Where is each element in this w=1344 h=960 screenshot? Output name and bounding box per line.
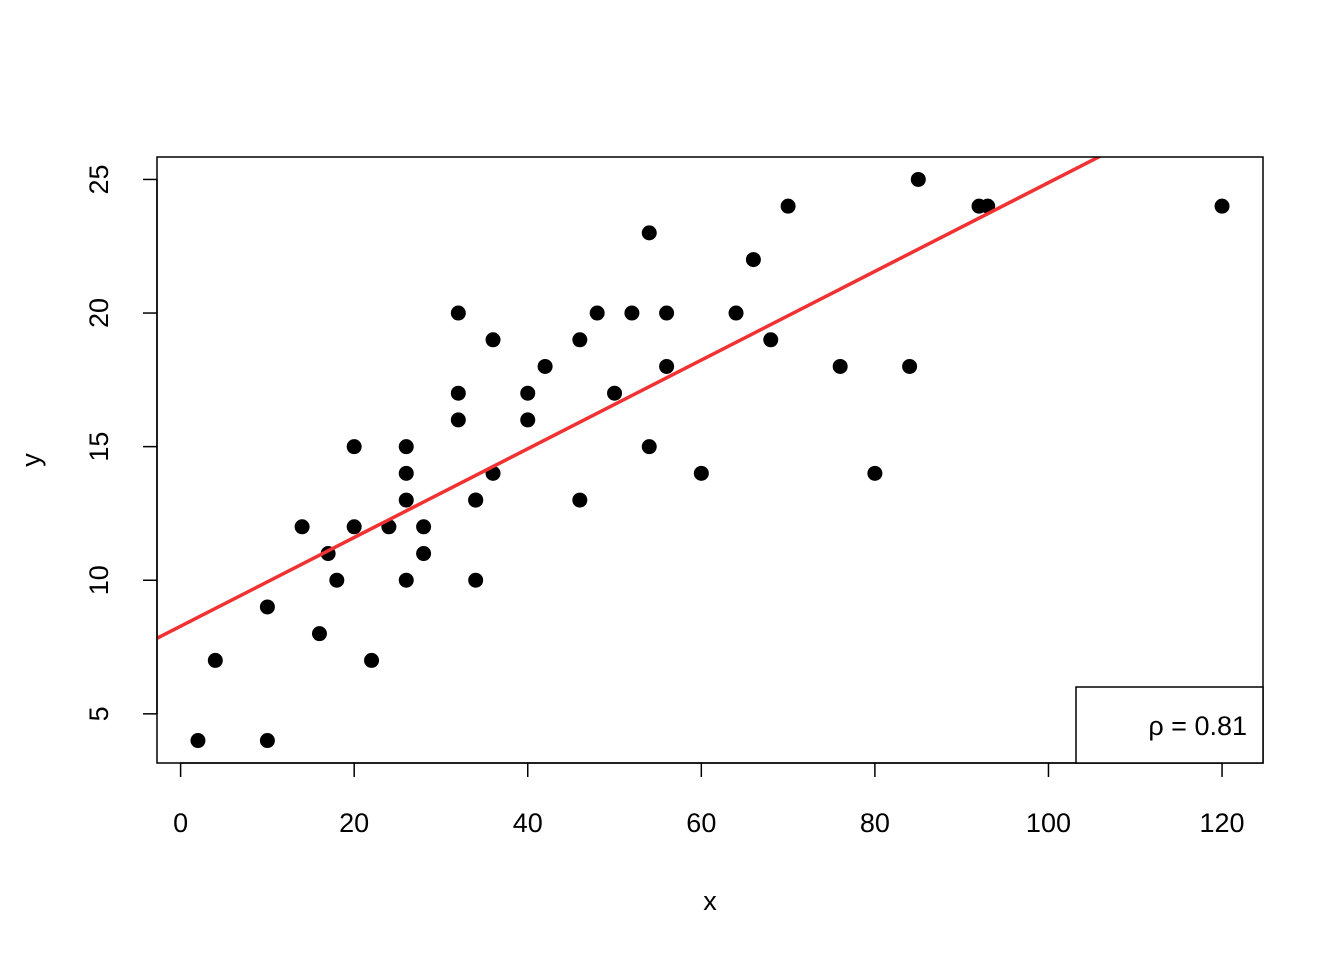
point bbox=[867, 465, 883, 481]
trend-line bbox=[157, 157, 1103, 640]
point bbox=[329, 572, 345, 588]
point bbox=[520, 385, 536, 401]
point bbox=[902, 358, 918, 374]
point bbox=[346, 439, 362, 455]
y-axis-label: y bbox=[16, 453, 46, 467]
x-tick-label: 80 bbox=[860, 808, 890, 838]
x-tick-label: 20 bbox=[339, 808, 369, 838]
point bbox=[450, 412, 466, 428]
point bbox=[259, 599, 275, 615]
point bbox=[641, 225, 657, 241]
point bbox=[910, 171, 926, 187]
x-tick-label: 60 bbox=[686, 808, 716, 838]
point bbox=[624, 305, 640, 321]
point bbox=[364, 652, 380, 668]
x-tick-label: 100 bbox=[1026, 808, 1071, 838]
point bbox=[311, 626, 327, 642]
point bbox=[450, 385, 466, 401]
point bbox=[520, 412, 536, 428]
x-axis-label: x bbox=[703, 886, 717, 916]
point bbox=[398, 465, 414, 481]
point bbox=[589, 305, 605, 321]
point bbox=[641, 439, 657, 455]
point bbox=[468, 492, 484, 508]
y-tick-label: 15 bbox=[84, 432, 114, 462]
point bbox=[763, 332, 779, 348]
point bbox=[294, 519, 310, 535]
y-tick-label: 5 bbox=[84, 706, 114, 721]
point bbox=[398, 439, 414, 455]
point bbox=[468, 572, 484, 588]
point bbox=[659, 358, 675, 374]
x-tick-label: 0 bbox=[173, 808, 188, 838]
point bbox=[728, 305, 744, 321]
point bbox=[416, 519, 432, 535]
point bbox=[832, 358, 848, 374]
point bbox=[398, 572, 414, 588]
y-tick-label: 20 bbox=[84, 298, 114, 328]
point bbox=[259, 733, 275, 749]
point bbox=[485, 332, 501, 348]
point bbox=[693, 465, 709, 481]
point bbox=[450, 305, 466, 321]
point bbox=[398, 492, 414, 508]
point bbox=[537, 358, 553, 374]
point bbox=[1214, 198, 1230, 214]
point bbox=[416, 546, 432, 562]
point bbox=[745, 252, 761, 268]
point bbox=[207, 652, 223, 668]
y-tick-label: 10 bbox=[84, 565, 114, 595]
y-tick-label: 25 bbox=[84, 164, 114, 194]
x-tick-label: 120 bbox=[1200, 808, 1245, 838]
point bbox=[780, 198, 796, 214]
point bbox=[659, 305, 675, 321]
legend-box bbox=[1075, 686, 1264, 764]
x-tick-label: 40 bbox=[513, 808, 543, 838]
point bbox=[572, 492, 588, 508]
point bbox=[607, 385, 623, 401]
point bbox=[572, 332, 588, 348]
plot-frame bbox=[156, 156, 1264, 764]
legend-text: ρ = 0.81 bbox=[1148, 711, 1247, 741]
point bbox=[190, 733, 206, 749]
point bbox=[346, 519, 362, 535]
